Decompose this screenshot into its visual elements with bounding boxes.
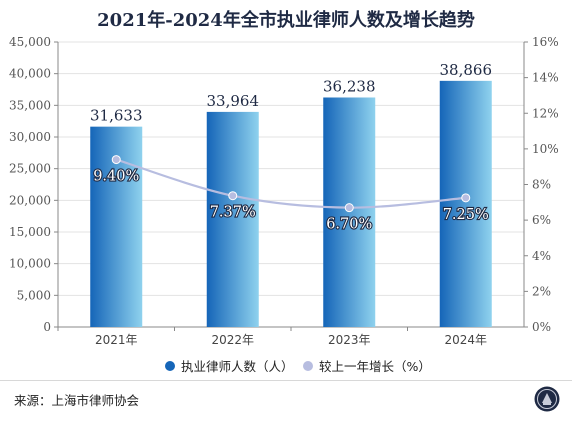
lawyers-association-seal-icon bbox=[534, 386, 560, 412]
y-right-tick-label: 12% bbox=[532, 106, 559, 120]
legend-line-swatch bbox=[303, 360, 313, 371]
y-left-tick-label: 45,000 bbox=[9, 35, 51, 49]
y-right-tick-label: 2% bbox=[532, 284, 551, 298]
x-tick-label: 2024年 bbox=[444, 333, 487, 347]
y-left-tick-label: 5,000 bbox=[17, 288, 51, 302]
x-tick-label: 2022年 bbox=[211, 333, 254, 347]
y-right-tick-label: 14% bbox=[532, 71, 559, 85]
y-left-tick-label: 20,000 bbox=[9, 193, 51, 207]
bar-value-label: 31,633 bbox=[90, 107, 143, 125]
bar-value-label: 38,866 bbox=[440, 61, 493, 79]
bar bbox=[323, 97, 376, 327]
legend-bar-swatch bbox=[165, 360, 175, 371]
source-note: 来源：上海市律师协会 bbox=[14, 393, 140, 408]
growth-point bbox=[228, 191, 238, 201]
growth-point bbox=[111, 155, 121, 165]
y-right-tick-label: 0% bbox=[532, 320, 551, 334]
data-labels: 31,633 33,964 36,238 38,866 9.40% 7.37% 6.70% 7… bbox=[90, 61, 493, 234]
growth-point bbox=[461, 193, 471, 203]
bar bbox=[439, 80, 492, 327]
bar bbox=[206, 111, 259, 327]
growth-value-label: 7.37% bbox=[210, 205, 256, 221]
x-tick-label: 2021年 bbox=[95, 333, 138, 347]
axes: 0 5,000 10,000 15,000 20,000 25,000 30,000 35,0… bbox=[9, 35, 559, 347]
y-right-tick-label: 16% bbox=[532, 35, 559, 49]
bar-value-label: 36,238 bbox=[323, 77, 376, 95]
legend-label-growth: 较上一年增长（%） bbox=[319, 359, 431, 374]
y-right-tick-label: 10% bbox=[532, 142, 559, 156]
y-left-tick-label: 35,000 bbox=[9, 98, 51, 112]
y-left-tick-label: 25,000 bbox=[9, 162, 51, 176]
y-right-tick-label: 4% bbox=[532, 249, 551, 263]
chart-title: 2021年-2024年全市执业律师人数及增长趋势 bbox=[97, 10, 475, 31]
growth-point bbox=[344, 203, 354, 213]
growth-value-label: 9.40% bbox=[93, 169, 139, 185]
line-series bbox=[111, 155, 471, 213]
y-left-tick-label: 40,000 bbox=[9, 67, 51, 81]
y-left-tick-label: 10,000 bbox=[9, 257, 51, 271]
y-right-tick-label: 6% bbox=[532, 213, 551, 227]
legend-item-growth[interactable]: 较上一年增长（%） bbox=[303, 356, 431, 375]
y-left-tick-label: 30,000 bbox=[9, 130, 51, 144]
growth-line bbox=[115, 158, 466, 209]
combo-chart: 0 5,000 10,000 15,000 20,000 25,000 30,000 35,0… bbox=[9, 35, 559, 347]
y-left-tick-label: 15,000 bbox=[9, 225, 51, 239]
growth-value-label: 6.70% bbox=[326, 217, 372, 233]
bar-series bbox=[90, 80, 492, 327]
legend-label-lawyers: 执业律师人数（人） bbox=[181, 359, 294, 374]
footer-divider bbox=[0, 380, 572, 381]
x-tick-label: 2023年 bbox=[328, 333, 371, 347]
bar-value-label: 33,964 bbox=[207, 92, 260, 110]
y-right-tick-label: 8% bbox=[532, 178, 551, 192]
y-left-tick-label: 0 bbox=[43, 320, 51, 334]
growth-value-label: 7.25% bbox=[443, 207, 489, 223]
legend-item-lawyers[interactable]: 执业律师人数（人） bbox=[165, 356, 294, 375]
